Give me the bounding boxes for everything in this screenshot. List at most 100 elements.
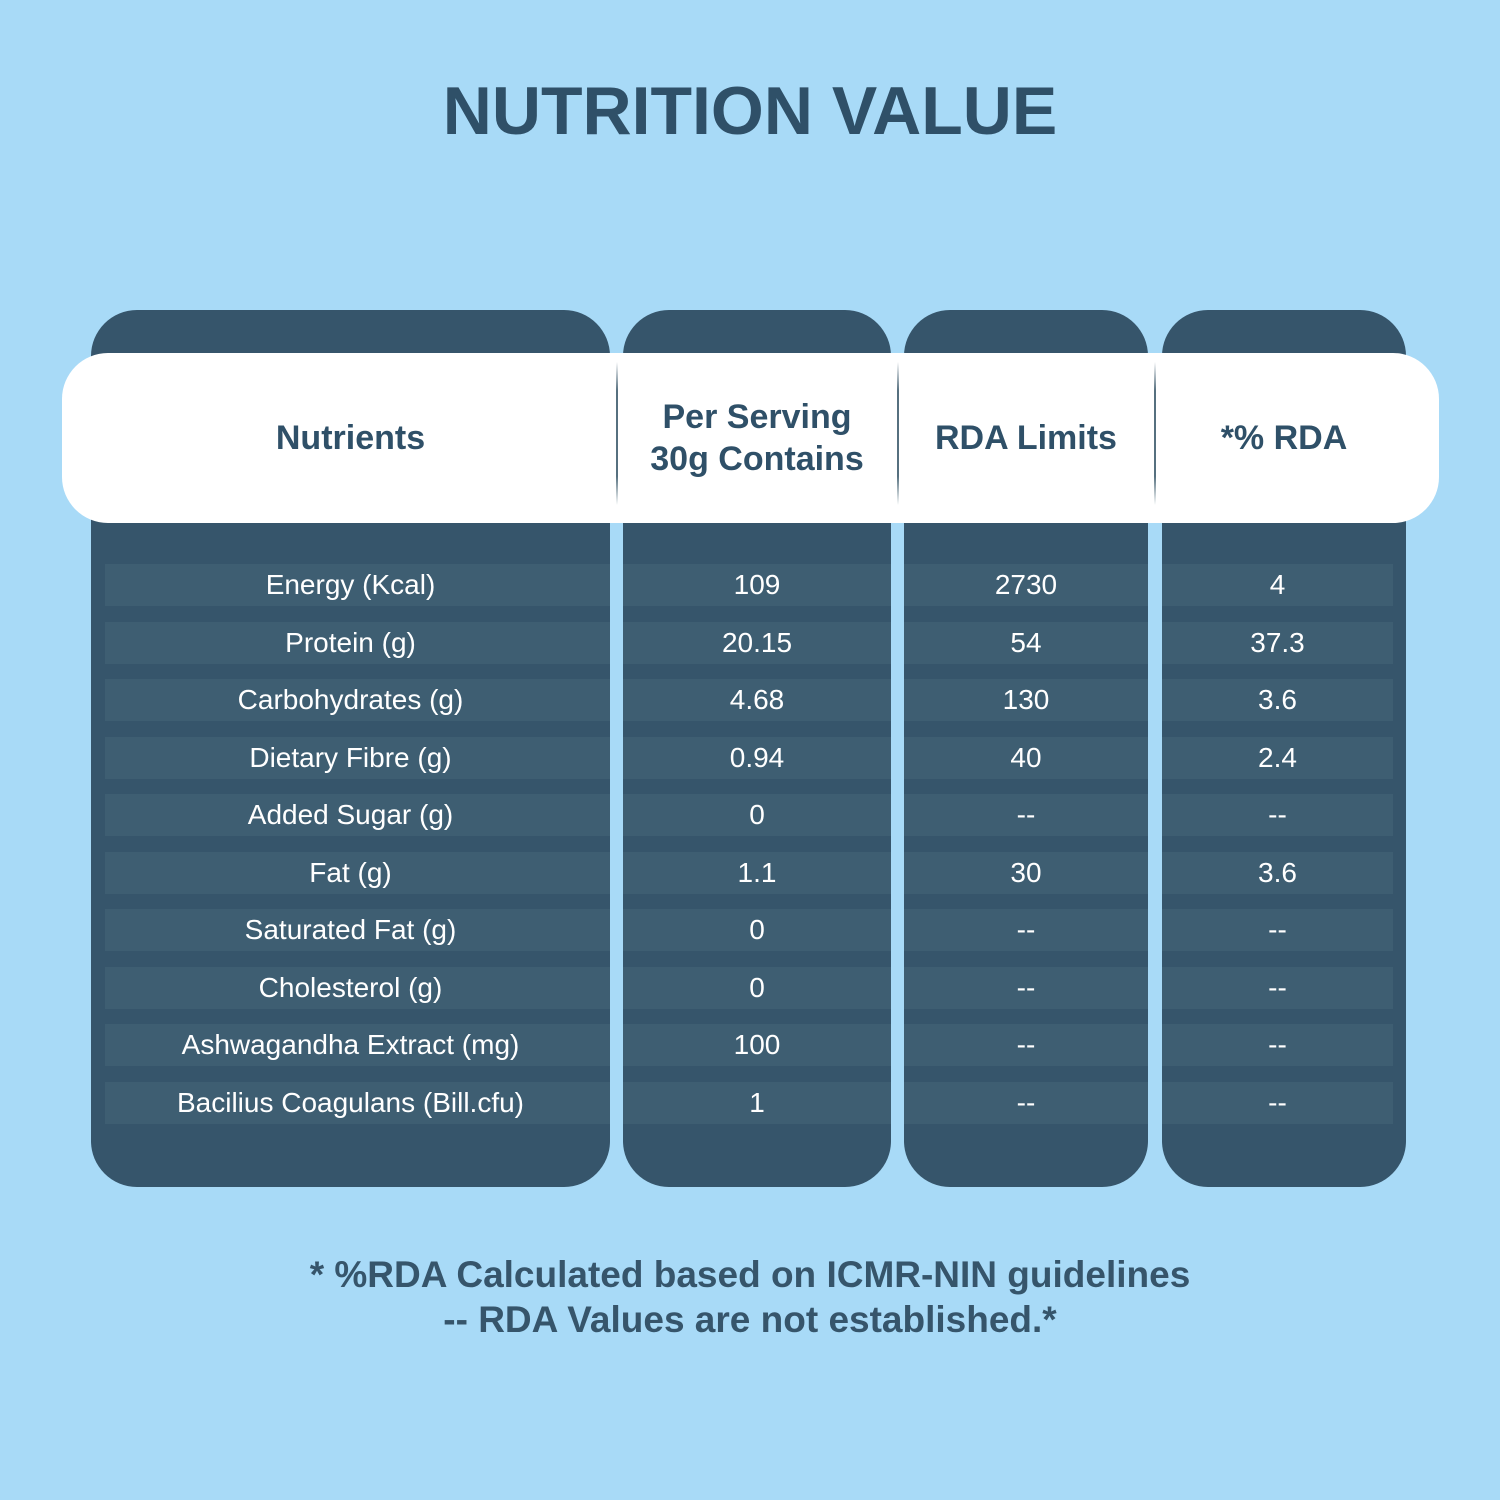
- row-background: [904, 736, 1148, 779]
- row-background: [105, 851, 610, 894]
- nutrient-name: Ashwagandha Extract (mg): [181, 1029, 520, 1060]
- per-serving-value: 1.1: [737, 856, 777, 888]
- nutrient-name: Fat (g): [309, 856, 392, 888]
- row-background: [904, 621, 1148, 664]
- footnote-not-established: -- RDA Values are not established.*: [443, 1299, 1057, 1340]
- rda-limit-value: 40: [1010, 741, 1042, 773]
- row-background: [1162, 794, 1393, 836]
- row-background: [1162, 736, 1393, 779]
- row-background: [105, 679, 610, 721]
- table-row: Protein (g) 20.15 54 37.3: [0, 621, 1500, 664]
- nutrient-name: Added Sugar (g): [247, 799, 454, 830]
- header-rda-percent: *% RDA: [1220, 419, 1348, 457]
- per-serving-value: 20.15: [721, 626, 793, 658]
- row-background: [623, 851, 891, 894]
- per-serving-value: 1: [749, 1086, 765, 1118]
- nutrient-name: Protein (g): [285, 626, 416, 658]
- per-serving-value: 0: [749, 971, 765, 1003]
- row-background: [904, 679, 1148, 721]
- row-background: [105, 621, 610, 664]
- rda-percent-value: --: [1268, 799, 1287, 830]
- row-background: [904, 794, 1148, 836]
- rda-limit-value: 130: [1002, 684, 1050, 715]
- row-background: [105, 909, 610, 951]
- row-background: [1162, 679, 1393, 721]
- row-background: [105, 794, 610, 836]
- rda-limit-value: 54: [1010, 626, 1042, 658]
- row-background: [623, 736, 891, 779]
- table-row: Fat (g) 1.1 30 3.6: [0, 851, 1500, 894]
- page-title: NUTRITION VALUE: [442, 73, 1058, 149]
- rda-limit-value: 2730: [994, 569, 1058, 600]
- row-background: [623, 564, 891, 606]
- row-background: [1162, 1024, 1393, 1066]
- row-background: [904, 851, 1148, 894]
- table-row: Energy (Kcal) 109 2730 4: [0, 564, 1500, 606]
- footnote-rda: * %RDA Calculated based on ICMR-NIN guid…: [309, 1254, 1191, 1295]
- rda-percent-value: --: [1268, 971, 1287, 1003]
- rda-limit-value: --: [1016, 799, 1036, 830]
- nutrient-name: Carbohydrates (g): [237, 684, 464, 715]
- header-divider: [616, 362, 618, 505]
- rda-percent-value: 3.6: [1258, 684, 1297, 715]
- row-background: [1162, 966, 1393, 1009]
- rda-limit-value: --: [1016, 1086, 1036, 1118]
- row-background: [1162, 564, 1393, 606]
- row-background: [623, 1081, 891, 1124]
- row-background: [623, 679, 891, 721]
- nutrient-name: Bacilius Coagulans (Bill.cfu): [176, 1086, 525, 1118]
- nutrient-name: Dietary Fibre (g): [249, 741, 452, 773]
- row-background: [623, 1024, 891, 1066]
- per-serving-value: 0: [749, 914, 765, 945]
- per-serving-value: 0: [749, 799, 765, 830]
- rda-percent-value: --: [1268, 914, 1287, 945]
- row-background: [904, 1024, 1148, 1066]
- per-serving-value: 100: [733, 1029, 781, 1060]
- rda-percent-value: 37.3: [1250, 626, 1305, 658]
- rda-limit-value: --: [1016, 1029, 1036, 1060]
- header-divider: [1154, 362, 1156, 505]
- header-divider: [897, 362, 899, 505]
- table-row: Added Sugar (g) 0 -- --: [0, 794, 1500, 836]
- row-background: [904, 564, 1148, 606]
- rda-percent-value: 3.6: [1258, 856, 1297, 888]
- row-background: [1162, 621, 1393, 664]
- row-background: [1162, 909, 1393, 951]
- row-background: [623, 966, 891, 1009]
- table-header: [62, 353, 1439, 523]
- row-background: [904, 966, 1148, 1009]
- nutrient-name: Energy (Kcal): [265, 569, 436, 600]
- row-background: [904, 1081, 1148, 1124]
- row-background: [105, 1024, 610, 1066]
- rda-percent-value: --: [1268, 1086, 1287, 1118]
- row-background: [105, 736, 610, 779]
- table-row: Ashwagandha Extract (mg) 100 -- --: [0, 1024, 1500, 1066]
- table-row: Bacilius Coagulans (Bill.cfu) 1 -- --: [0, 1081, 1500, 1124]
- row-background: [105, 1081, 610, 1124]
- per-serving-value: 0.94: [729, 741, 785, 773]
- header-nutrients: Nutrients: [275, 419, 426, 457]
- table-row: Saturated Fat (g) 0 -- --: [0, 909, 1500, 951]
- per-serving-value: 4.68: [729, 684, 785, 715]
- table-row: Cholesterol (g) 0 -- --: [0, 966, 1500, 1009]
- row-background: [105, 966, 610, 1009]
- table-row: Carbohydrates (g) 4.68 130 3.6: [0, 679, 1500, 721]
- rda-limit-value: --: [1016, 914, 1036, 945]
- table-row: Dietary Fibre (g) 0.94 40 2.4: [0, 736, 1500, 779]
- rda-percent-value: 2.4: [1258, 741, 1297, 773]
- row-background: [1162, 1081, 1393, 1124]
- nutrient-name: Saturated Fat (g): [244, 914, 457, 945]
- header-per-serving: Per Serving 30g Contains: [650, 398, 864, 478]
- rda-percent-value: 4: [1269, 569, 1286, 600]
- rda-limit-value: 30: [1010, 856, 1042, 888]
- header-rda-limits: RDA Limits: [935, 419, 1117, 457]
- row-background: [623, 909, 891, 951]
- nutrient-name: Cholesterol (g): [258, 971, 443, 1003]
- rda-limit-value: --: [1016, 971, 1036, 1003]
- row-background: [623, 621, 891, 664]
- per-serving-value: 109: [733, 569, 781, 600]
- row-background: [904, 909, 1148, 951]
- row-background: [1162, 851, 1393, 894]
- rda-percent-value: --: [1268, 1029, 1287, 1060]
- row-background: [105, 564, 610, 606]
